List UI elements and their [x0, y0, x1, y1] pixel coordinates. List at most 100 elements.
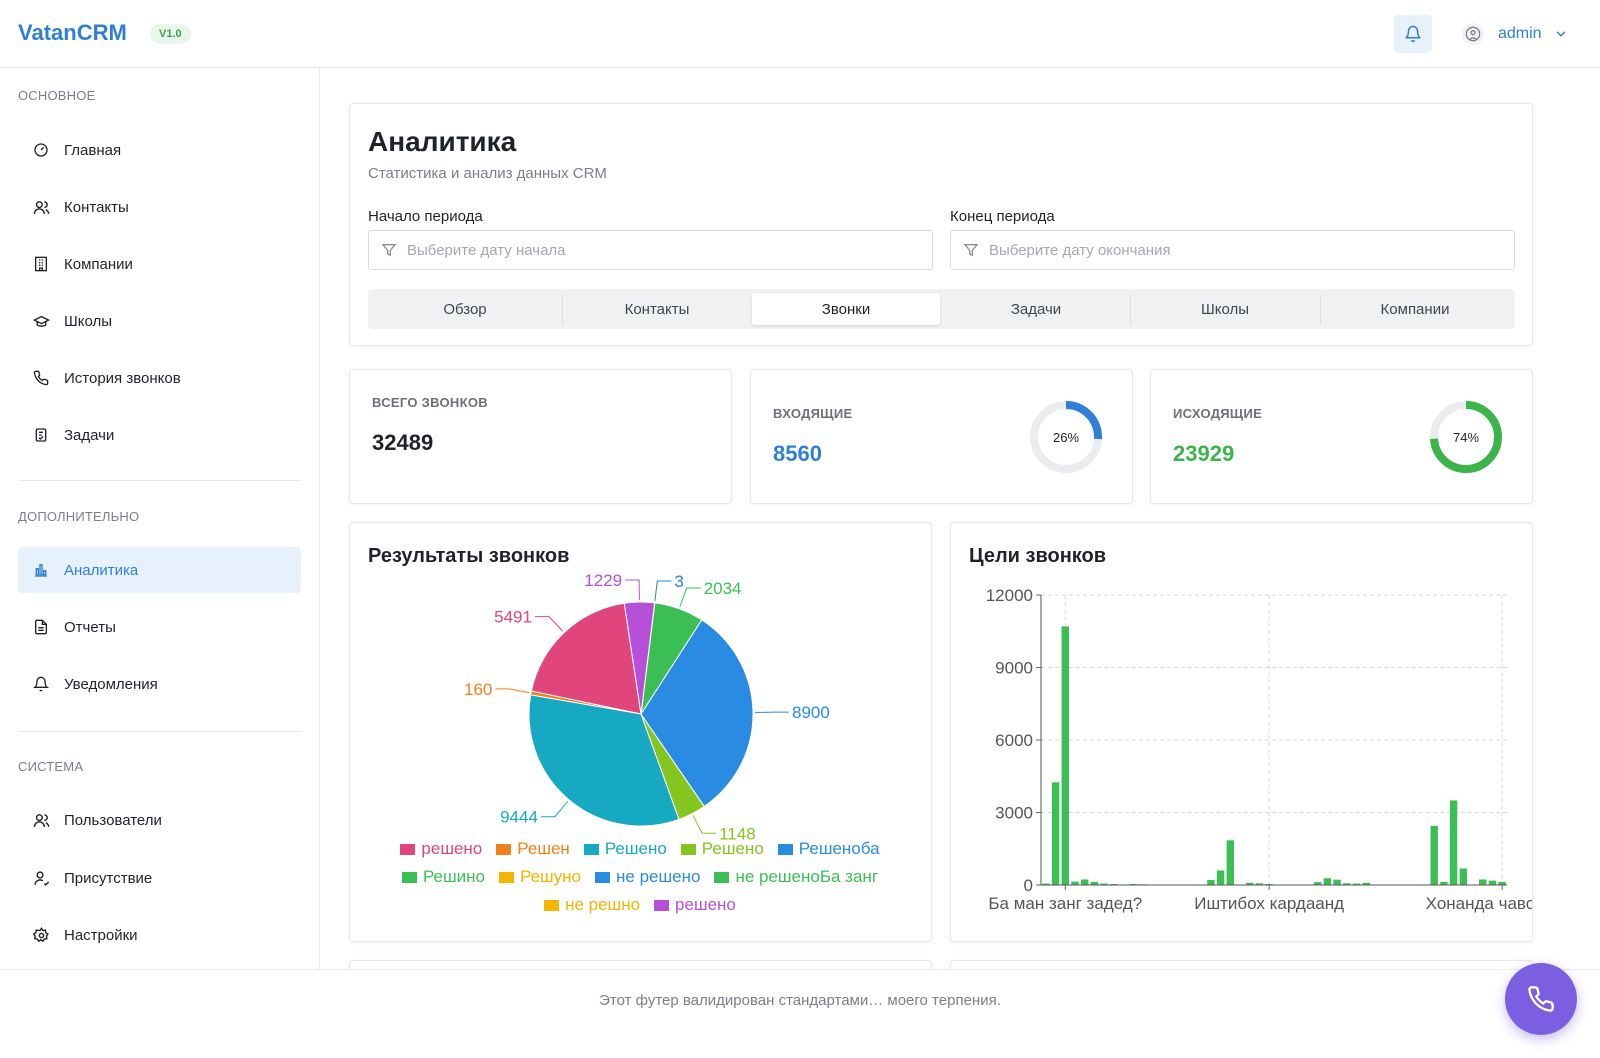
progress-percent: 74%: [1452, 429, 1480, 445]
legend-label: решено: [421, 839, 483, 858]
legend-item[interactable]: не решно: [544, 891, 640, 919]
sidebar-item-users[interactable]: Пользователи: [18, 797, 301, 843]
legend-item[interactable]: Решеноба: [777, 835, 880, 863]
user-menu[interactable]: admin: [1462, 22, 1568, 46]
y-tick-label: 6000: [995, 731, 1033, 750]
tab-calls[interactable]: Звонки: [752, 293, 940, 325]
sidebar-divider: [18, 480, 301, 481]
bar[interactable]: [1362, 882, 1370, 885]
x-tick-label: Хонанда чавоб дод: [1426, 894, 1532, 913]
sidebar-item-notifications[interactable]: Уведомления: [18, 661, 301, 707]
pie-label-line: [534, 616, 564, 632]
tab-contacts[interactable]: Контакты: [624, 300, 690, 318]
legend-item[interactable]: Решено: [680, 835, 764, 863]
pie-data-label: 3: [674, 573, 683, 591]
bar[interactable]: [1255, 883, 1264, 885]
bar[interactable]: [1061, 626, 1069, 885]
sidebar: ОСНОВНОЕ Главная Контакты Компании Школы…: [0, 68, 320, 990]
call-fab-button[interactable]: [1505, 963, 1577, 1035]
start-date-input[interactable]: Выберите дату начала: [368, 230, 933, 270]
sidebar-section-title: ДОПОЛНИТЕЛЬНО: [18, 509, 140, 524]
sidebar-item-attendance[interactable]: Присутствие: [18, 855, 301, 901]
bar[interactable]: [1352, 883, 1361, 885]
sidebar-item-home[interactable]: Главная: [18, 127, 301, 173]
gear-icon: [32, 926, 50, 944]
bar[interactable]: [1100, 883, 1108, 885]
bar[interactable]: [1343, 883, 1351, 885]
notifications-button[interactable]: [1394, 15, 1432, 53]
legend-item[interactable]: Решуно: [498, 863, 581, 891]
progress-percent: 26%: [1052, 429, 1080, 445]
tab-tasks[interactable]: Задачи: [1010, 300, 1062, 318]
sidebar-item-label: Пользователи: [64, 811, 162, 829]
bar[interactable]: [1479, 879, 1487, 885]
avatar: [1462, 23, 1484, 45]
bar[interactable]: [1246, 882, 1254, 885]
sidebar-item-settings[interactable]: Настройки: [18, 912, 301, 958]
bar[interactable]: [1498, 881, 1506, 885]
end-date-input[interactable]: Выберите дату окончания: [950, 230, 1515, 270]
bar[interactable]: [1207, 879, 1215, 885]
legend-label: не решеноБа занг: [735, 867, 879, 886]
sidebar-item-label: Компании: [64, 255, 133, 273]
bar[interactable]: [1226, 840, 1235, 885]
bar[interactable]: [1430, 825, 1438, 885]
bar[interactable]: [1042, 883, 1050, 885]
bar[interactable]: [1080, 879, 1089, 885]
end-date-label: Конец периода: [950, 208, 1055, 225]
bar[interactable]: [1051, 782, 1060, 885]
legend-label: Решино: [422, 867, 485, 886]
pie-data-label: 9444: [500, 808, 538, 827]
sidebar-item-call-history[interactable]: История звонков: [18, 355, 301, 401]
pie-data-label: 8900: [792, 703, 830, 722]
legend-item[interactable]: решено: [654, 891, 736, 919]
sidebar-item-analytics[interactable]: Аналитика: [18, 547, 301, 593]
pie-slice[interactable]: [530, 602, 642, 715]
bar[interactable]: [1071, 881, 1079, 885]
start-date-label: Начало периода: [368, 208, 483, 225]
legend-item[interactable]: Решино: [401, 863, 485, 891]
bar[interactable]: [1333, 879, 1341, 885]
end-date-placeholder: Выберите дату окончания: [989, 241, 1171, 259]
bar-chart: 0 3000 6000 9000 12000 Ба ман занг задед? Ишти…: [986, 586, 1532, 913]
bar[interactable]: [1323, 878, 1332, 885]
legend-item[interactable]: Решен: [496, 835, 570, 863]
legend-swatch: [544, 899, 560, 911]
sidebar-item-tasks[interactable]: Задачи: [18, 412, 301, 458]
bar[interactable]: [1488, 880, 1497, 885]
footer: Этот футер валидирован стандартами… моег…: [0, 969, 1600, 1058]
sidebar-item-contacts[interactable]: Контакты: [18, 184, 301, 230]
sidebar-item-label: Главная: [64, 141, 122, 159]
pie-slice[interactable]: [623, 601, 656, 715]
bar[interactable]: [1313, 882, 1322, 885]
legend-item[interactable]: решено: [400, 835, 482, 863]
bar[interactable]: [1440, 881, 1448, 885]
sidebar-item-schools[interactable]: Школы: [18, 298, 301, 344]
pie-slice[interactable]: [528, 694, 680, 827]
legend-item[interactable]: не решено: [595, 863, 700, 891]
pie-data-label: 3: [674, 573, 683, 591]
bar[interactable]: [1449, 800, 1458, 885]
document-icon: [32, 618, 50, 636]
tab-schools[interactable]: Школы: [1200, 300, 1250, 318]
legend-item[interactable]: не решеноБа занг: [714, 863, 878, 891]
sidebar-item-reports[interactable]: Отчеты: [18, 604, 301, 650]
legend-label: Решеноба: [798, 839, 880, 858]
sidebar-item-label: Уведомления: [64, 675, 158, 693]
legend-swatch: [498, 871, 514, 883]
legend-item[interactable]: Решено: [583, 835, 667, 863]
bar[interactable]: [1090, 881, 1099, 885]
sidebar-item-companies[interactable]: Компании: [18, 241, 301, 287]
app-logo[interactable]: VatanCRM: [18, 20, 127, 45]
bar[interactable]: [1459, 868, 1468, 885]
pie-slice[interactable]: [640, 619, 754, 808]
bell-icon: [32, 675, 50, 693]
task-icon: [32, 426, 50, 444]
bar[interactable]: [1216, 870, 1225, 886]
x-tick-label: Иштибох кардаанд: [1194, 894, 1344, 913]
tab-overview[interactable]: Обзор: [443, 300, 487, 318]
analytics-header-card: Аналитика Статистика и анализ данных CRM…: [349, 103, 1533, 346]
tab-companies[interactable]: Компании: [1380, 300, 1450, 318]
pie-label-line: [540, 801, 569, 818]
legend-label: Решено: [701, 839, 764, 858]
